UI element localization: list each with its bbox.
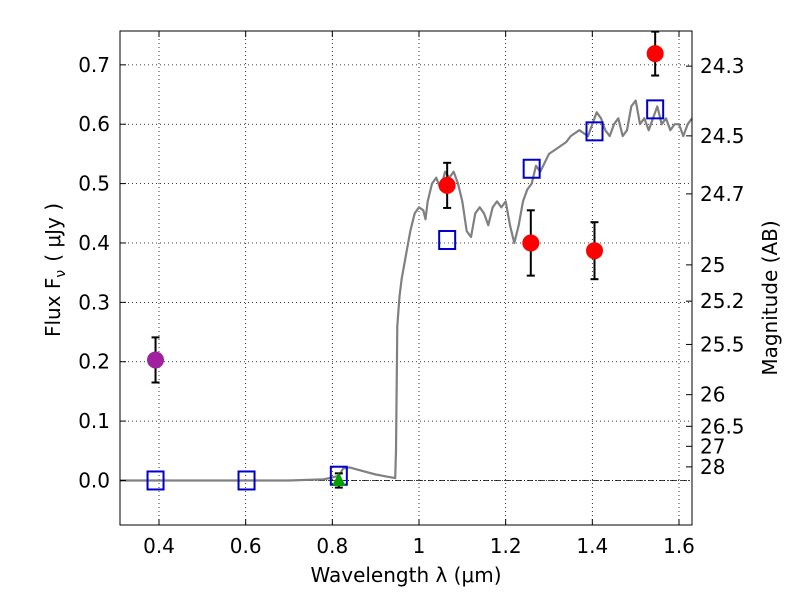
y-tick-label: 0.2 xyxy=(78,350,110,374)
y-tick-label: 0.0 xyxy=(78,468,110,492)
model-photometry-square xyxy=(438,230,457,250)
upper-limit-triangle xyxy=(332,472,346,486)
spectrum-line xyxy=(120,99,693,482)
y-tick-label: 0.1 xyxy=(78,409,110,433)
magnitude-tick-label: 24.5 xyxy=(700,124,745,148)
photometry-series xyxy=(146,30,665,491)
observed-flux-point xyxy=(646,45,664,63)
x-tick-label: 1.6 xyxy=(663,534,695,558)
plot-frame xyxy=(119,30,693,526)
x-tick-label: 1.2 xyxy=(490,534,522,558)
observed-flux-point xyxy=(438,176,456,194)
magnitude-tick-label: 26 xyxy=(700,383,725,407)
observed-flux-point xyxy=(522,234,540,252)
y2-axis-label: Magnitude (AB) xyxy=(758,220,782,375)
x-tick-label: 0.4 xyxy=(143,534,175,558)
y-axis-label-unit: ( μJy ) xyxy=(41,203,65,262)
magnitude-tick-label: 24.7 xyxy=(700,182,745,206)
model-photometry-square xyxy=(146,470,165,491)
y-tick-label: 0.5 xyxy=(78,172,110,196)
x-axis-label: Wavelength λ (μm) xyxy=(310,563,501,587)
y-tick-label: 0.7 xyxy=(78,53,110,77)
observed-flux-point xyxy=(147,351,165,369)
model-photometry-square xyxy=(237,470,256,491)
spectrum-series xyxy=(120,99,693,482)
x-tick-label: 0.6 xyxy=(230,534,262,558)
magnitude-tick-label: 26.5 xyxy=(700,414,745,438)
y-axis-ticks: 0.0 0.1 0.2 0.3 0.4 0.5 0.6 0.7 xyxy=(78,53,126,492)
x-tick-label: 0.8 xyxy=(316,534,348,558)
model-photometry-square xyxy=(646,99,665,120)
grid xyxy=(120,31,692,525)
y-tick-label: 0.4 xyxy=(78,231,110,255)
y-axis-label-main: Flux F xyxy=(41,278,65,337)
magnitude-tick-label: 24.3 xyxy=(700,54,745,78)
x-tick-label: 1.4 xyxy=(576,534,608,558)
y-tick-label: 0.3 xyxy=(78,290,110,314)
magnitude-tick-label: 27 xyxy=(700,434,725,458)
magnitude-tick-label: 25 xyxy=(700,253,725,277)
magnitude-tick-label: 25.2 xyxy=(700,289,745,313)
y-axis-label: Flux Fν ( μJy ) xyxy=(41,203,69,337)
x-axis-ticks: 0.4 0.6 0.8 1 1.2 1.4 1.6 xyxy=(143,31,695,558)
observed-flux-point xyxy=(586,242,603,260)
y-axis-label-subscript: ν xyxy=(53,270,69,278)
x-tick-label: 1 xyxy=(413,534,426,558)
magnitude-tick-label: 25.5 xyxy=(700,332,745,356)
model-photometry-square xyxy=(522,158,541,179)
model-photometry-square xyxy=(585,121,604,142)
magnitude-tick-label: 28 xyxy=(700,455,725,479)
y-tick-label: 0.6 xyxy=(78,112,110,136)
